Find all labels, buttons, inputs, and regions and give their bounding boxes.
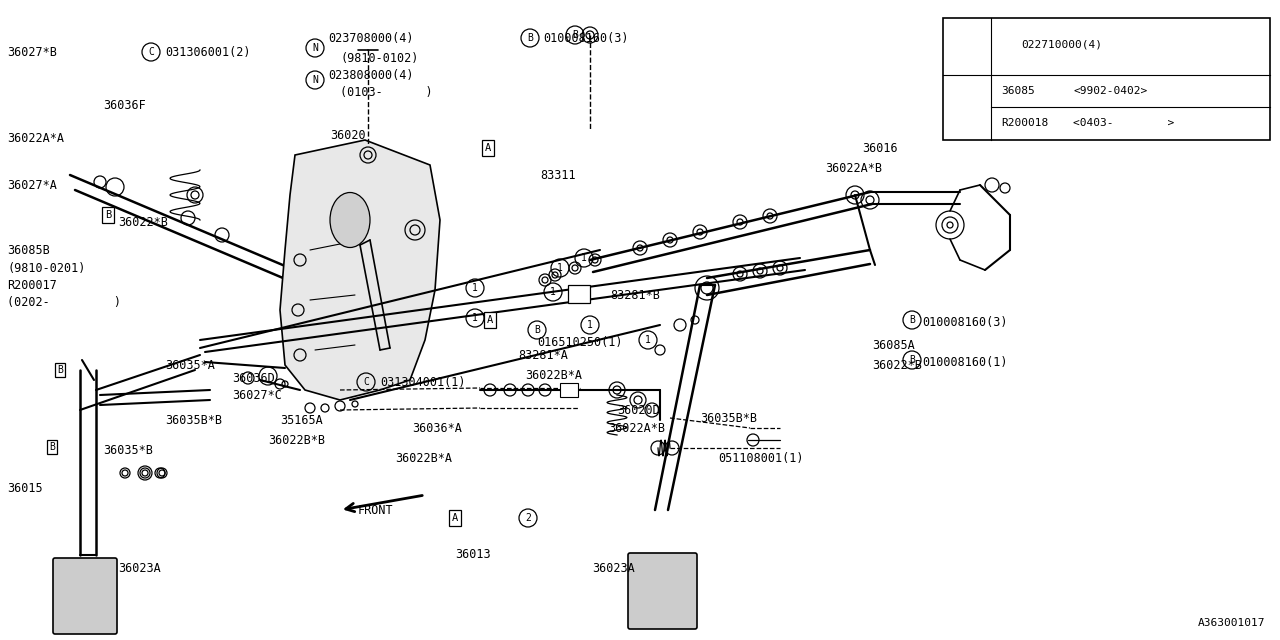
Text: N: N — [312, 43, 317, 53]
Text: (9810-0102): (9810-0102) — [340, 51, 419, 65]
Text: 36020D: 36020D — [617, 403, 659, 417]
FancyBboxPatch shape — [628, 553, 698, 629]
Text: <9902-0402>: <9902-0402> — [1073, 86, 1147, 95]
Text: B: B — [49, 442, 55, 452]
Text: 36035*B: 36035*B — [102, 444, 152, 456]
Text: C: C — [148, 47, 154, 57]
Text: 36020: 36020 — [330, 129, 366, 141]
Text: 016510250(1): 016510250(1) — [538, 335, 622, 349]
Text: 83281*A: 83281*A — [518, 349, 568, 362]
Text: A363001017: A363001017 — [1198, 618, 1265, 628]
Text: 1: 1 — [557, 263, 563, 273]
Text: 36036D: 36036D — [232, 371, 275, 385]
Text: R200017: R200017 — [6, 278, 56, 291]
Text: 36036*A: 36036*A — [412, 422, 462, 435]
Text: 010008160(3): 010008160(3) — [543, 31, 628, 45]
Text: 36022A*A: 36022A*A — [6, 131, 64, 145]
Text: 36023A: 36023A — [118, 561, 161, 575]
Text: 36085: 36085 — [1001, 86, 1034, 95]
Text: A: A — [485, 143, 492, 153]
Text: C: C — [364, 377, 369, 387]
Text: 36085B: 36085B — [6, 243, 50, 257]
Text: R200018: R200018 — [1001, 118, 1048, 128]
Text: 36013: 36013 — [454, 548, 490, 561]
Text: 36022A*B: 36022A*B — [826, 161, 882, 175]
FancyBboxPatch shape — [52, 558, 116, 634]
Text: 36022A*B: 36022A*B — [608, 422, 666, 435]
Text: 36027*C: 36027*C — [232, 388, 282, 401]
Text: (9810-0201): (9810-0201) — [6, 262, 86, 275]
Polygon shape — [280, 140, 440, 400]
Text: 1: 1 — [963, 40, 969, 50]
Text: 36022*B: 36022*B — [118, 216, 168, 228]
Text: B: B — [909, 355, 915, 365]
Text: B: B — [909, 315, 915, 325]
Text: 023808000(4): 023808000(4) — [328, 68, 413, 81]
Text: A: A — [486, 315, 493, 325]
Text: 1: 1 — [645, 335, 652, 345]
Text: 36022B*A: 36022B*A — [525, 369, 582, 381]
Text: N: N — [1004, 40, 1009, 50]
Text: 1: 1 — [588, 320, 593, 330]
Text: 1: 1 — [550, 287, 556, 297]
Text: 1: 1 — [472, 313, 477, 323]
Text: 010008160(1): 010008160(1) — [922, 355, 1007, 369]
Text: 36022*B: 36022*B — [872, 358, 922, 371]
Text: 1: 1 — [472, 283, 477, 293]
Text: 2: 2 — [525, 513, 531, 523]
Text: 36035B*B: 36035B*B — [700, 412, 756, 424]
Text: FRONT: FRONT — [358, 504, 394, 516]
Text: 010008160(3): 010008160(3) — [922, 316, 1007, 328]
Text: 35165A: 35165A — [280, 413, 323, 426]
Text: 36022B*A: 36022B*A — [396, 451, 452, 465]
Text: 2: 2 — [963, 86, 969, 95]
Bar — [561, 383, 579, 397]
Text: N: N — [312, 75, 317, 85]
Text: 022710000(4): 022710000(4) — [1021, 40, 1102, 50]
Text: 36022B*B: 36022B*B — [268, 433, 325, 447]
Text: B: B — [105, 210, 111, 220]
Text: 031304001(1): 031304001(1) — [380, 376, 466, 388]
Text: 031306001(2): 031306001(2) — [165, 45, 251, 58]
Text: (0202-         ): (0202- ) — [6, 296, 122, 308]
Bar — [943, 18, 1270, 140]
Text: <0403-        >: <0403- > — [1073, 118, 1174, 128]
Text: B: B — [534, 325, 540, 335]
Text: B: B — [58, 365, 63, 375]
Text: 36035*A: 36035*A — [165, 358, 215, 371]
Text: A: A — [452, 513, 458, 523]
Text: 36015: 36015 — [6, 481, 42, 495]
Text: 36035B*B: 36035B*B — [165, 413, 221, 426]
Text: 36027*B: 36027*B — [6, 45, 56, 58]
Text: 83311: 83311 — [540, 168, 576, 182]
Text: 051108001(1): 051108001(1) — [718, 451, 804, 465]
Text: 36027*A: 36027*A — [6, 179, 56, 191]
Text: B: B — [572, 30, 579, 40]
Text: 83281*B: 83281*B — [611, 289, 660, 301]
Bar — [568, 285, 590, 303]
Text: 36036F: 36036F — [102, 99, 146, 111]
Text: 36023A: 36023A — [593, 561, 635, 575]
Text: 1: 1 — [581, 253, 588, 263]
Text: 36016: 36016 — [861, 141, 897, 154]
Ellipse shape — [330, 193, 370, 248]
Text: (0103-      ): (0103- ) — [340, 86, 433, 99]
Text: 36085A: 36085A — [872, 339, 915, 351]
Text: 023708000(4): 023708000(4) — [328, 31, 413, 45]
Text: B: B — [527, 33, 532, 43]
